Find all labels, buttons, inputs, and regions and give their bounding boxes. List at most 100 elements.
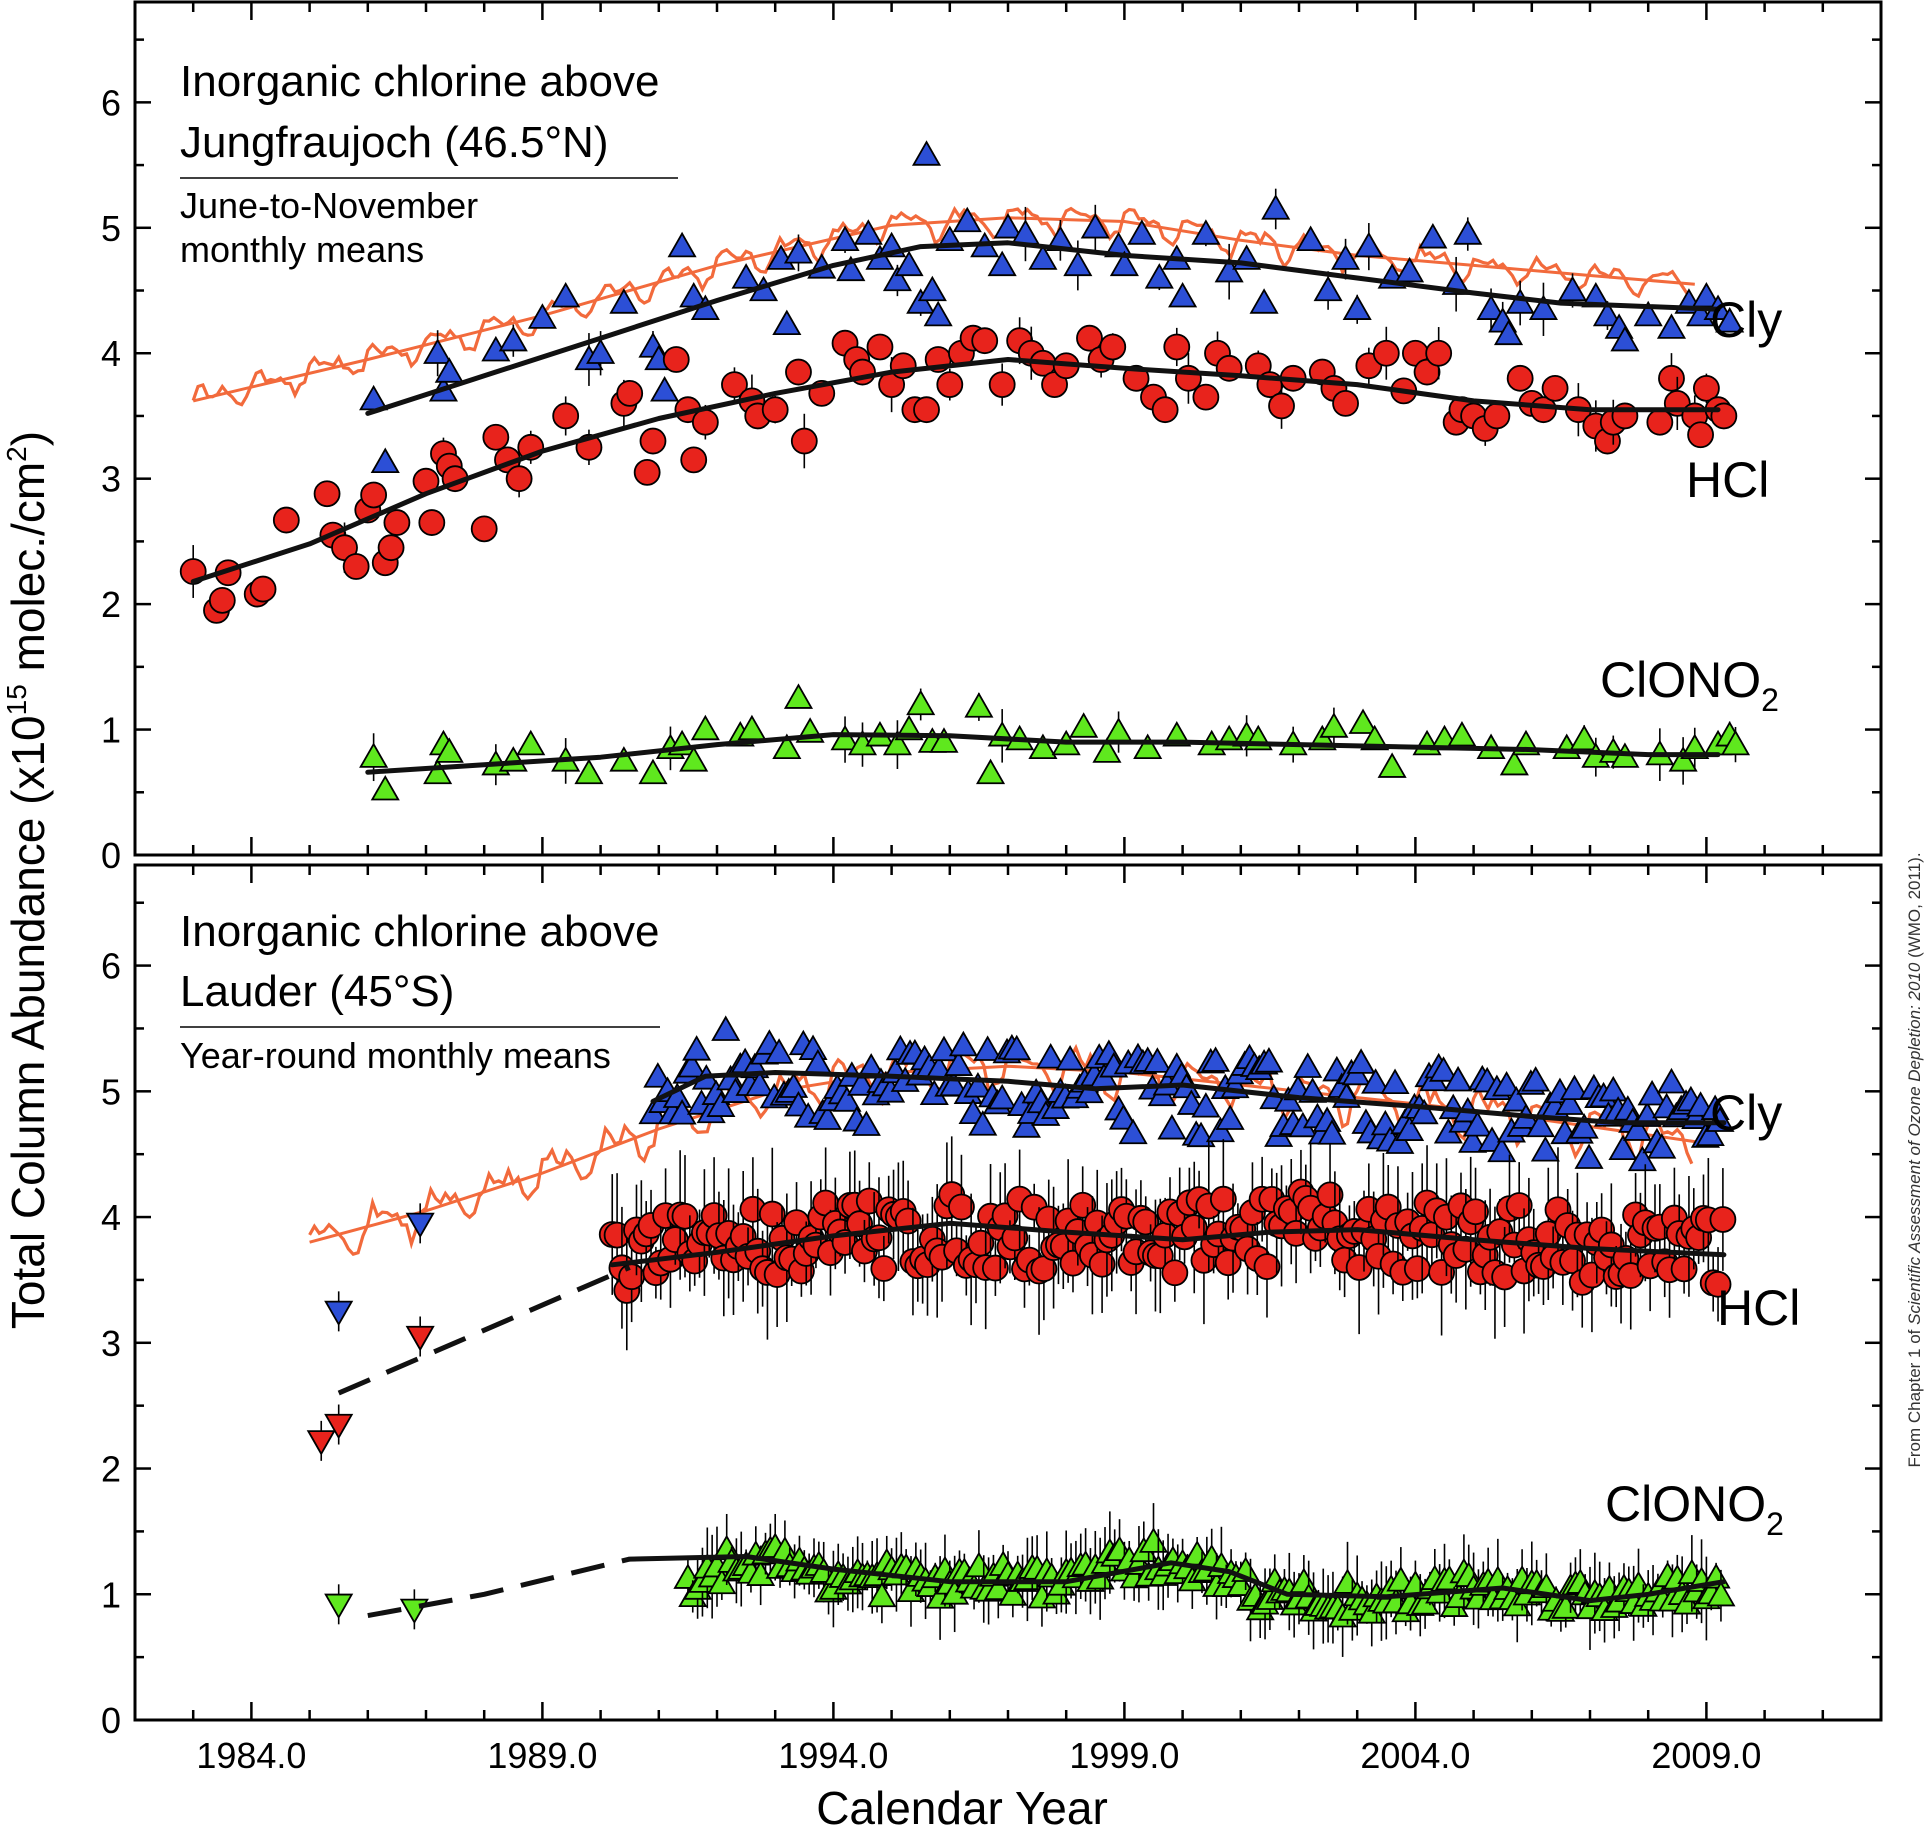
bottom-cly-point <box>973 1035 1003 1061</box>
bottom-cly-point <box>1002 1034 1032 1061</box>
bottom-cly-point <box>1317 1119 1347 1145</box>
top-ytick-label: 2 <box>101 584 121 625</box>
top-subtitle-line1: June-to-November <box>180 185 478 226</box>
top-hcl-point <box>552 402 580 430</box>
top-hcl-point <box>761 396 789 424</box>
data-marks <box>179 140 1751 1657</box>
bottom-cly-point <box>1492 1070 1522 1097</box>
bottom-cly-point <box>1385 1128 1415 1154</box>
top-cly-point <box>1214 256 1244 283</box>
bottom-cly-point <box>1157 1113 1187 1140</box>
top-hcl-point <box>971 327 999 355</box>
bottom-ytick-label: 5 <box>101 1071 121 1112</box>
bottom-ytick-label: 3 <box>101 1323 121 1364</box>
top-ytick-label: 0 <box>101 835 121 876</box>
bottom-ytick-label: 4 <box>101 1197 121 1238</box>
top-hcl-point <box>1192 383 1220 411</box>
bottom-cly-point <box>1409 1098 1439 1125</box>
top-cly-point <box>1453 219 1483 245</box>
bottom-hcl-fit-dashed <box>337 1265 631 1396</box>
top-cly-point <box>1476 294 1506 320</box>
top-hcl-point <box>639 427 667 455</box>
bottom-cly-point <box>1142 1047 1172 1073</box>
top-hcl-point <box>377 534 405 562</box>
bottom-subtitle-line1: Year-round monthly means <box>180 1035 611 1076</box>
bottom-cly-point <box>1501 1086 1531 1112</box>
top-hcl-point <box>1425 339 1453 367</box>
bottom-cly-point <box>943 1050 974 1076</box>
top-cly-point <box>894 250 924 277</box>
bottom-hcl-point <box>1505 1192 1533 1219</box>
bottom-title-line2: Lauder (45°S) <box>180 967 454 1016</box>
bottom-hcl-point <box>1462 1198 1489 1226</box>
top-cly-point <box>1395 256 1425 283</box>
xtick-label: 1999.0 <box>1069 1735 1179 1776</box>
bottom-hcl-point <box>1209 1185 1237 1213</box>
bottom-clono2-point <box>707 1568 737 1595</box>
bottom-hcl-point <box>1088 1250 1116 1278</box>
top-hcl-point <box>790 427 818 455</box>
bottom-cly-point <box>1656 1067 1687 1094</box>
top-hcl-point <box>1693 374 1720 402</box>
bottom-ytick-label: 2 <box>101 1449 121 1490</box>
top-cly-point <box>609 288 639 314</box>
top-cly-point <box>1109 250 1139 277</box>
fit-lines <box>190 240 1727 1619</box>
bottom-hcl-point <box>948 1193 975 1221</box>
top-hcl-point <box>1332 390 1359 417</box>
bottom-cly-point <box>1574 1143 1604 1169</box>
top-cly-point <box>551 281 581 308</box>
top-hcl-point <box>1506 364 1534 392</box>
bottom-cly-point <box>1622 1115 1653 1141</box>
bottom-cly-point <box>1569 1113 1599 1139</box>
bottom-clono2-point <box>983 1574 1013 1601</box>
top-hcl-point <box>936 371 964 398</box>
bottom-clono2-point <box>746 1560 776 1586</box>
bottom-cly-point <box>1598 1075 1628 1102</box>
bottom-cly-fit <box>650 1070 1727 1126</box>
top-clono2-point <box>638 758 668 785</box>
top-hcl-point <box>1099 333 1127 361</box>
top-hcl-point <box>785 358 812 386</box>
bottom-hcl-early-point <box>306 1430 336 1456</box>
top-ytick-label: 6 <box>101 82 121 123</box>
top-cly-point <box>1168 281 1198 308</box>
bottom-cly-point <box>963 1072 993 1098</box>
xtick-label: 1989.0 <box>487 1735 597 1776</box>
top-cly-point <box>1610 325 1640 352</box>
bottom-hcl-point <box>870 1255 898 1282</box>
top-clono2-point <box>1720 729 1751 756</box>
top-title-line2: Jungfraujoch (46.5°N) <box>180 118 608 167</box>
top-clono2-point <box>679 746 709 772</box>
top-title-line1: Inorganic chlorine above <box>180 57 659 106</box>
top-clono2-point <box>1447 721 1477 747</box>
top-cly-point <box>1493 319 1524 346</box>
bottom-hcl-point <box>1001 1224 1029 1252</box>
top-ytick-label: 4 <box>101 333 121 374</box>
credit-note: From Chapter 1 of Scientific Assessment … <box>1905 852 1924 1467</box>
top-hcl-point <box>633 459 661 486</box>
bottom-cly-early-point <box>324 1300 354 1327</box>
bottom-clono2-point <box>867 1581 897 1608</box>
top-cly-point <box>1296 225 1326 251</box>
bottom-clono2-point <box>998 1580 1028 1606</box>
top-hcl-point <box>418 509 446 536</box>
top-hcl-point <box>208 586 236 614</box>
top-cly-point <box>830 225 860 251</box>
bottom-hcl-early-point <box>405 1325 435 1352</box>
bottom-cly-point <box>1370 1109 1400 1136</box>
bottom-cly-point <box>1108 1104 1138 1130</box>
top-hcl-point <box>482 423 510 451</box>
top-clono2-point <box>1133 733 1163 760</box>
top-hcl-fit <box>190 357 1721 584</box>
top-clono2-point <box>359 742 389 768</box>
top-clono2-point <box>929 727 959 753</box>
bottom-cly-point <box>1647 1133 1677 1159</box>
top-clono2-point <box>882 729 912 756</box>
top-clono2-point <box>783 683 814 709</box>
bottom-cly-point <box>1428 1056 1459 1082</box>
top-cly-fit <box>365 240 1721 416</box>
bottom-cly-point <box>1443 1065 1473 1092</box>
top-cly-point <box>993 212 1023 239</box>
